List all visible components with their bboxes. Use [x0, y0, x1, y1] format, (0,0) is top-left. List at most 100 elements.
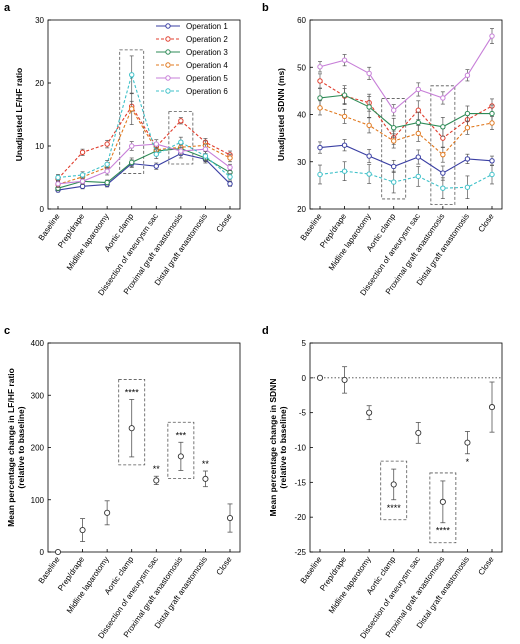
data-point	[440, 185, 446, 191]
data-point	[317, 64, 323, 70]
legend-label: Operation 2	[186, 35, 228, 44]
significance-marker: ****	[387, 503, 402, 513]
axes-frame	[47, 342, 241, 553]
data-point	[79, 149, 86, 156]
series-5	[317, 28, 495, 117]
data-point-group: *	[464, 431, 471, 467]
data-point	[153, 477, 160, 484]
data-point	[79, 172, 86, 178]
data-point	[129, 143, 135, 149]
data-point	[489, 33, 495, 39]
y-tick-label: 0	[40, 548, 45, 557]
data-point	[415, 130, 421, 137]
axes-frame	[309, 342, 503, 553]
legend-marker	[165, 62, 171, 68]
data-point	[153, 163, 159, 169]
data-point-group	[104, 500, 111, 526]
data-point	[464, 125, 471, 131]
significance-marker: **	[202, 459, 210, 469]
panel-d: d -25 -20 -15 -10 -5 0 5 Mean percentage change …	[262, 325, 503, 640]
legend-marker	[165, 36, 171, 42]
y-tick-label: -20	[294, 513, 306, 522]
data-point	[202, 146, 209, 152]
data-point-group: **	[202, 459, 210, 488]
data-point	[104, 168, 110, 174]
data-point	[341, 57, 348, 63]
y-tick-label: -5	[299, 409, 307, 418]
series-line	[319, 35, 493, 112]
data-point	[415, 86, 421, 93]
data-point	[104, 179, 110, 186]
significance-marker: ****	[125, 387, 140, 397]
y-tick-label: 5	[302, 339, 307, 348]
highlight-box	[381, 98, 407, 200]
highlight-box	[429, 472, 457, 544]
data-point-group: ***	[176, 430, 187, 471]
data-point	[489, 158, 495, 164]
data-point	[366, 409, 373, 416]
data-point	[366, 104, 372, 110]
data-point	[366, 171, 372, 177]
y-tick-label: -25	[294, 548, 306, 557]
data-point	[104, 509, 111, 516]
data-point-group: ****	[436, 480, 450, 536]
series-line	[57, 152, 231, 191]
x-tick-label: Baseline	[299, 212, 324, 243]
data-point	[79, 178, 86, 184]
series-line	[319, 94, 492, 129]
series-1	[317, 139, 495, 181]
data-point	[55, 181, 61, 187]
data-point	[489, 120, 495, 126]
y-tick-label: 0	[302, 374, 307, 383]
data-point	[227, 174, 233, 180]
series-line	[57, 143, 231, 185]
data-point	[440, 151, 446, 158]
y-axis-label: (relative to baseline)	[278, 406, 288, 488]
data-point	[317, 95, 323, 101]
legend-label: Operation 6	[186, 87, 228, 96]
data-point-group	[316, 374, 324, 381]
legend-label: Operation 1	[186, 22, 228, 31]
y-axis-label: (relative to baseline)	[16, 406, 26, 488]
data-point	[391, 163, 397, 170]
data-point	[227, 181, 233, 187]
legend-label: Operation 5	[186, 74, 228, 83]
series-line	[57, 147, 231, 189]
data-point	[79, 527, 86, 534]
data-point	[415, 429, 422, 436]
data-point	[391, 125, 397, 131]
y-tick-label: 30	[35, 16, 44, 25]
data-point	[317, 105, 323, 111]
data-point	[178, 139, 184, 145]
data-point	[341, 376, 348, 383]
data-point	[440, 170, 446, 176]
data-point	[440, 124, 446, 130]
legend-marker	[165, 75, 171, 81]
y-tick-label: 20	[297, 205, 306, 214]
data-point-group: **	[153, 464, 161, 485]
data-point	[464, 72, 471, 78]
data-point	[415, 154, 421, 160]
panel-letter: d	[262, 325, 269, 337]
x-tick-label: Baseline	[37, 555, 62, 586]
data-point	[489, 171, 495, 178]
data-point	[440, 135, 446, 141]
data-point	[341, 92, 348, 98]
data-point	[366, 70, 372, 77]
series-line	[319, 144, 493, 174]
data-point	[55, 174, 61, 181]
data-point	[489, 110, 495, 117]
data-point	[440, 95, 446, 101]
data-point	[341, 142, 348, 148]
significance-marker: **	[153, 464, 161, 474]
x-tick-label: Close	[215, 212, 234, 234]
y-tick-label: 400	[31, 339, 45, 348]
data-point	[439, 498, 446, 505]
data-point-group	[226, 503, 234, 533]
data-point	[202, 475, 209, 482]
data-point	[464, 110, 471, 117]
highlight-box	[430, 85, 456, 206]
